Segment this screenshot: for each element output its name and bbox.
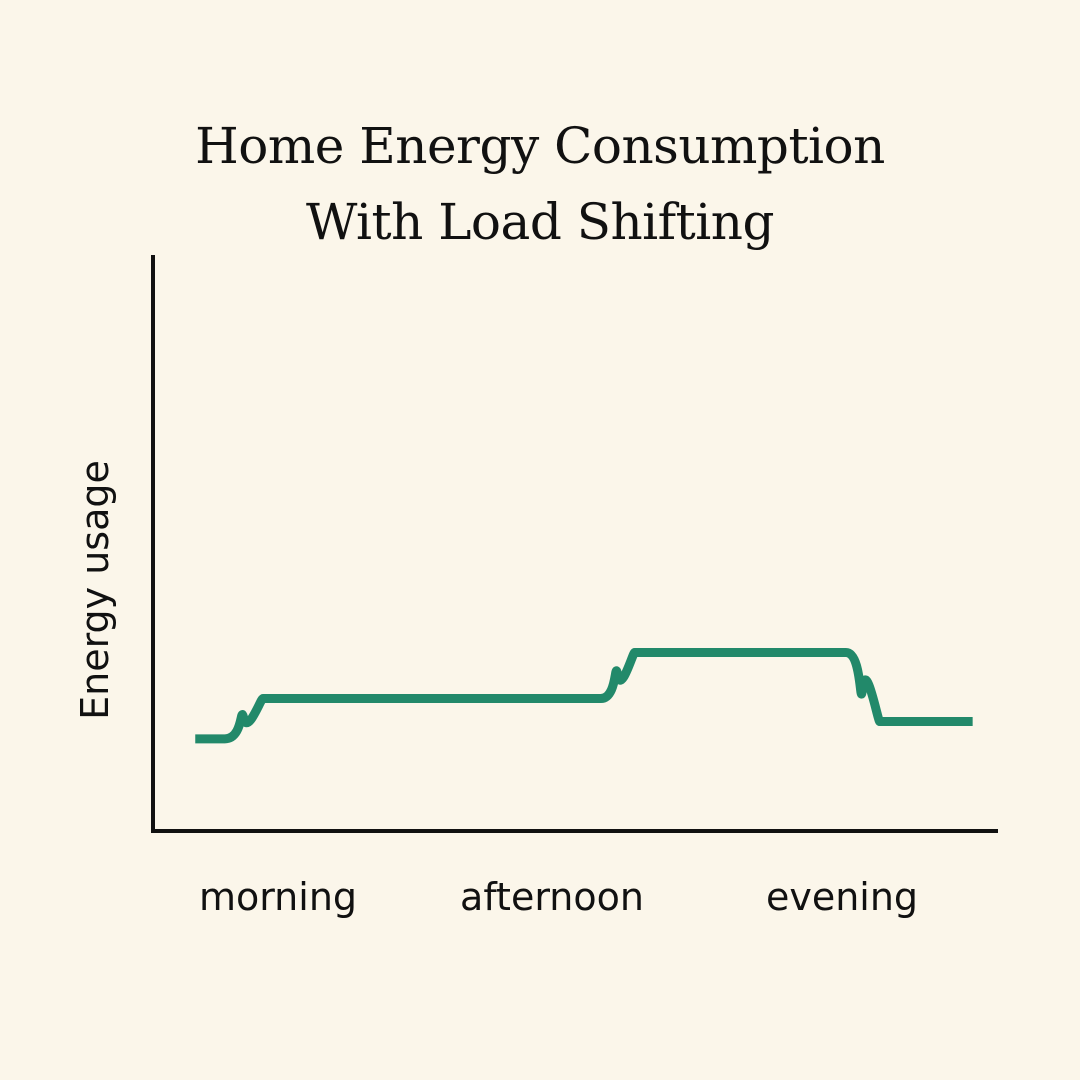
- series-layer: [195, 647, 973, 744]
- x-tick-label-afternoon: afternoon: [460, 875, 644, 919]
- chart-title-line-2: With Load Shifting: [306, 193, 774, 251]
- x-tick-label-evening: evening: [765, 875, 919, 919]
- energy-usage-line: [195, 647, 973, 744]
- y-axis-label: Energy usage: [73, 460, 117, 720]
- chart-title: Home Energy Consumption With Load Shifti…: [0, 108, 1080, 260]
- chart-title-line-1: Home Energy Consumption: [195, 117, 885, 175]
- x-tick-label-morning: morning: [198, 875, 358, 919]
